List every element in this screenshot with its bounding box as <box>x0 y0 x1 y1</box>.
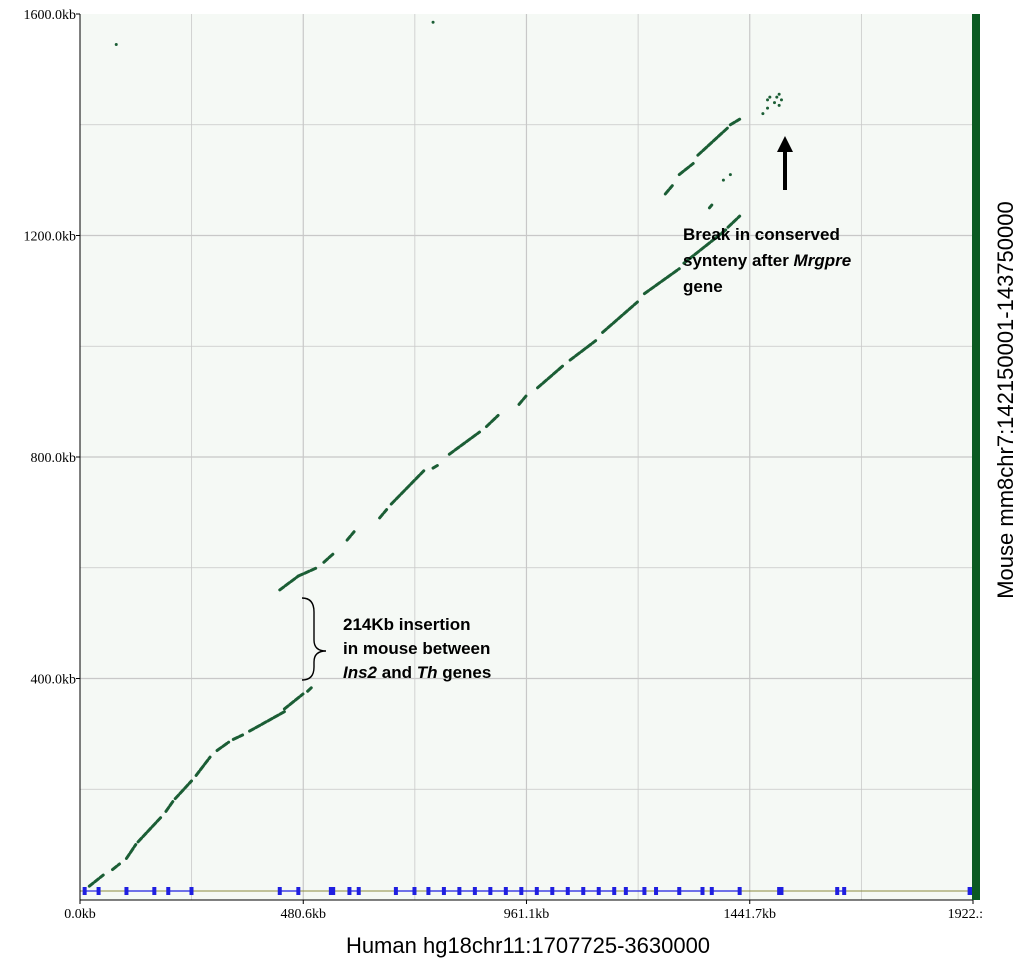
alignment-point-11 <box>766 98 770 102</box>
break-line-2: synteny after Mrgpre <box>683 251 851 270</box>
alignment-point-2 <box>721 178 725 182</box>
alignment-segment-6 <box>194 755 212 777</box>
insertion-genes-word: genes <box>437 663 491 682</box>
alignment-segment-16 <box>378 508 389 520</box>
break-line-1: Break in conserved <box>683 225 840 244</box>
alignment-segment-12 <box>278 574 300 592</box>
alignment-segment-17 <box>389 469 426 506</box>
insertion-line-2: in mouse between <box>343 639 490 658</box>
y-tick-label-0: 400.0kb <box>31 673 77 688</box>
right-edge-bar <box>972 14 980 900</box>
alignment-segment-20 <box>484 413 500 429</box>
insertion-line-3: Ins2 and Th genes <box>343 663 491 682</box>
insertion-annotation: 214Kb insertion in mouse between Ins2 an… <box>343 615 495 682</box>
gene-ins2: Ins2 <box>343 663 378 682</box>
y-tick-labels: 400.0kb 800.0kb 1200.0kb 1600.0kb <box>24 8 80 688</box>
alignment-segment-19 <box>447 430 482 456</box>
break-synteny-words: synteny after <box>683 251 794 270</box>
alignment-point-8 <box>777 92 781 96</box>
x-tick-labels: 0.0kb 480.6kb 961.1kb 1441.7kb 1922.: <box>64 900 983 922</box>
alignment-segment-10 <box>282 692 305 711</box>
x-axis-title: Human hg18chr11:1707725-3630000 <box>346 933 710 958</box>
alignment-points <box>114 20 783 182</box>
alignment-point-7 <box>775 95 779 99</box>
alignment-point-5 <box>766 106 770 110</box>
gene-11 <box>777 887 784 895</box>
alignment-point-6 <box>772 101 776 105</box>
alignment-segment-30 <box>677 162 695 177</box>
insertion-and-word: and <box>377 663 417 682</box>
alignment-segment-9 <box>248 710 286 733</box>
alignment-segment-25 <box>642 267 681 296</box>
alignment-point-9 <box>779 98 783 102</box>
alignment-segment-4 <box>164 799 175 813</box>
gene-7 <box>426 887 617 895</box>
gene-8 <box>623 887 647 895</box>
gene-9 <box>654 887 705 895</box>
alignment-segment-3 <box>136 815 163 844</box>
gene-12 <box>835 887 847 895</box>
alignment-point-1 <box>431 20 435 24</box>
alignment-segment-2 <box>124 843 138 860</box>
x-tick-label-4: 1922.: <box>948 907 983 922</box>
insertion-brace <box>301 597 327 681</box>
gene-10 <box>709 887 742 895</box>
alignment-point-10 <box>777 103 781 107</box>
y-axis-title: Mouse mm8chr7:142150001-143750000 <box>993 201 1018 599</box>
alignment-segment-18 <box>431 463 440 470</box>
alignment-segment-5 <box>173 779 193 801</box>
break-arrow <box>777 136 793 190</box>
gene-2 <box>166 887 194 895</box>
x-tick-label-1: 480.6kb <box>281 907 327 922</box>
alignment-segment-22 <box>536 364 565 390</box>
alignment-segment-32 <box>728 117 742 127</box>
y-tick-label-2: 1200.0kb <box>24 230 77 245</box>
y-tick-label-3: 1600.0kb <box>24 8 77 23</box>
alignment-segment-26 <box>682 228 728 265</box>
alignment-segment-7 <box>215 740 231 752</box>
break-line-3: gene <box>683 277 723 296</box>
gene-1 <box>124 887 157 895</box>
y-tick-label-1: 800.0kb <box>31 451 77 466</box>
alignment-point-12 <box>768 95 772 99</box>
alignment-segment-29 <box>663 184 674 196</box>
gene-mrgpre: Mrgpre <box>794 251 852 270</box>
alignment-segment-1 <box>111 862 121 872</box>
alignment-segments <box>87 117 742 888</box>
x-tick-label-2: 961.1kb <box>504 907 550 922</box>
gene-13 <box>967 887 974 895</box>
gene-6 <box>393 887 417 895</box>
x-tick-label-3: 1441.7kb <box>723 907 776 922</box>
x-tick-label-0: 0.0kb <box>64 907 96 922</box>
alignment-segment-8 <box>231 733 245 741</box>
gene-th: Th <box>417 663 438 682</box>
alignment-segment-24 <box>601 300 639 334</box>
alignment-point-0 <box>114 42 118 46</box>
alignment-segment-21 <box>517 394 528 406</box>
alignment-point-4 <box>761 112 765 116</box>
alignment-segment-0 <box>87 873 105 888</box>
alignment-point-3 <box>728 173 732 177</box>
gene-3 <box>277 887 301 895</box>
alignment-segment-28 <box>707 203 714 210</box>
grid-lines <box>80 14 973 900</box>
break-annotation: Break in conserved synteny after Mrgpre … <box>683 225 856 296</box>
alignment-segment-14 <box>322 552 335 564</box>
alignment-segment-31 <box>696 126 730 157</box>
alignment-segment-23 <box>568 339 598 362</box>
gene-4 <box>328 887 336 895</box>
alignment-segment-13 <box>296 566 319 578</box>
alignment-segment-11 <box>306 685 314 693</box>
gene-0 <box>82 887 101 895</box>
insertion-line-1: 214Kb insertion <box>343 615 471 634</box>
alignment-segment-15 <box>345 530 356 542</box>
alignment-segment-27 <box>726 214 742 229</box>
gene-5 <box>347 887 361 895</box>
gene-track <box>80 887 974 895</box>
